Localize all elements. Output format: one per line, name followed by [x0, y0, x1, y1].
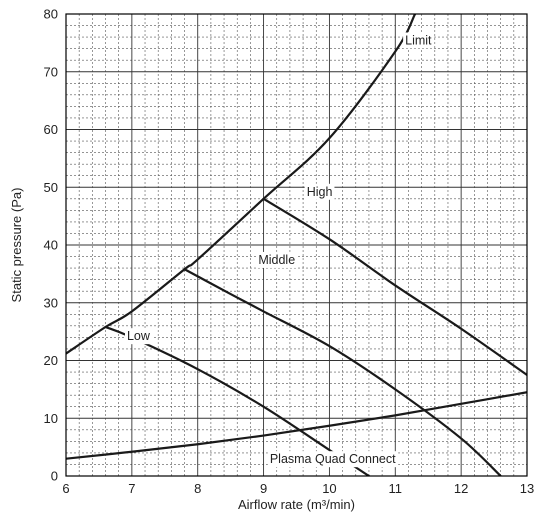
plot-frame: [65, 13, 528, 477]
x-tick-label: 8: [194, 481, 201, 496]
x-tick-label: 9: [260, 481, 267, 496]
label-background: [267, 451, 399, 468]
y-tick-label: 0: [51, 469, 58, 484]
label-limit: Limit: [403, 32, 435, 49]
label-background: [403, 32, 435, 49]
x-tick-label: 7: [128, 481, 135, 496]
x-tick-labels: 6 7 8 9 10 11 12 13: [62, 481, 534, 496]
curve-high: [262, 197, 527, 377]
curve-label-text: Plasma Quad Connect: [270, 452, 396, 466]
curve-middle: [183, 268, 502, 476]
y-tick-labels: 0 10 20 30 40 50 60 70 80: [44, 7, 58, 484]
y-tick-label: 10: [44, 411, 58, 426]
y-tick-label: 20: [44, 353, 58, 368]
y-tick-label: 80: [44, 7, 58, 22]
y-tick-label: 50: [44, 180, 58, 195]
x-axis-title: Airflow rate (m³/min): [238, 497, 355, 512]
curve-label-text: Low: [127, 329, 151, 343]
curve-label-text: Middle: [258, 253, 295, 267]
curve-limit: [66, 14, 417, 355]
label-background: [124, 328, 153, 345]
y-tick-label: 60: [44, 122, 58, 137]
curve-labels: Limit High Middle Low Plasma Quad Connect: [124, 32, 435, 468]
label-plasma-quad-connect: Plasma Quad Connect: [267, 451, 399, 468]
y-tick-label: 70: [44, 64, 58, 79]
x-tick-label: 11: [389, 481, 403, 496]
label-background: [304, 183, 335, 200]
label-low: Low: [124, 328, 153, 345]
curve-label-text: Limit: [405, 33, 432, 47]
curve-plasma-quad-connect: [66, 391, 527, 460]
major-grid: [66, 14, 527, 476]
label-background: [256, 251, 298, 268]
y-tick-label: 30: [44, 295, 58, 310]
x-tick-label: 13: [520, 481, 534, 496]
curve-label-text: High: [307, 185, 333, 199]
x-tick-label: 12: [454, 481, 468, 496]
x-tick-label: 10: [322, 481, 336, 496]
y-axis-title: Static pressure (Pa): [9, 188, 24, 303]
x-tick-label: 6: [62, 481, 69, 496]
label-middle: Middle: [256, 251, 298, 268]
label-high: High: [304, 183, 335, 200]
y-tick-label: 40: [44, 238, 58, 253]
